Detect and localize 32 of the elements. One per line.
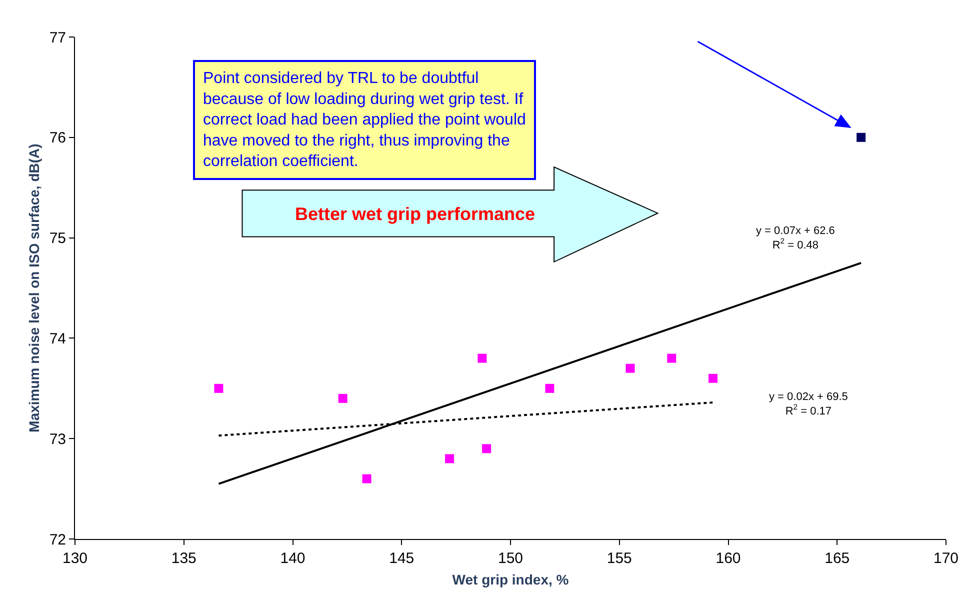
y-tick-label: 73 <box>49 430 66 448</box>
x-tick-label: 170 <box>933 550 959 567</box>
y-tick-label: 75 <box>49 230 66 248</box>
y-tick-label: 74 <box>49 330 66 348</box>
point <box>667 354 676 363</box>
x-tick-label: 145 <box>389 550 414 567</box>
x-axis-title: Wet grip index, % <box>452 571 570 588</box>
annotation: Better wet grip performance <box>295 204 536 224</box>
x-tick-label: 130 <box>62 550 88 567</box>
point <box>362 474 372 484</box>
annotation: y = 0.02x + 69.5 R$^{2}$ = 0.17 <box>769 391 848 418</box>
point <box>482 444 492 454</box>
y-tick-label: 72 <box>49 531 66 548</box>
x-tick-label: 135 <box>171 550 196 567</box>
annotation: y = 0.07x + 62.6 R$^{2}$ = 0.48 <box>756 225 835 252</box>
point <box>445 454 454 464</box>
y-axis-title: Maximum noise level on ISO surface, dB(A) <box>26 144 42 432</box>
point <box>856 132 866 142</box>
y-tick-label: 77 <box>49 29 66 46</box>
point <box>708 374 718 383</box>
point <box>338 394 348 403</box>
x-tick-label: 155 <box>606 550 632 567</box>
point <box>478 354 487 363</box>
x-tick-label: 165 <box>824 550 850 567</box>
annotation: Point considered by TRL to be doubtful because of low loading during wet grip test. If correct load had been applied the point would have moved to the right, thus improving the correlation coefficient. <box>203 70 526 170</box>
x-tick-label: 160 <box>716 550 741 567</box>
point <box>545 384 554 393</box>
point <box>626 364 635 373</box>
y-tick-label: 76 <box>49 130 66 147</box>
point <box>214 384 224 393</box>
x-tick-label: 150 <box>498 550 524 567</box>
x-tick-label: 140 <box>280 550 306 567</box>
